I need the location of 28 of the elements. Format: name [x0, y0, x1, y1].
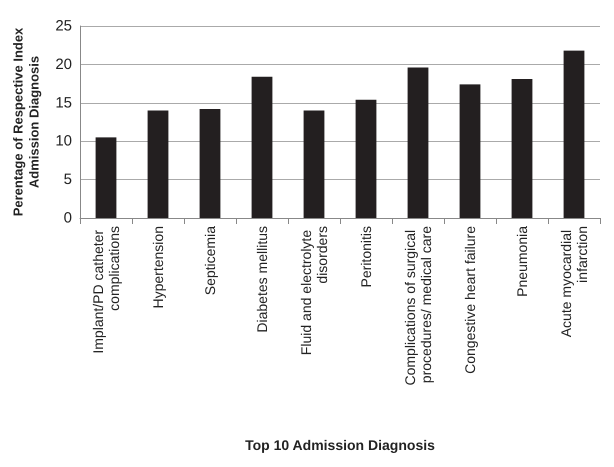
y-tick-label: 25: [55, 18, 72, 34]
x-tick-label: Implant/PD catheter complications: [90, 226, 122, 354]
y-tick-label: 10: [55, 132, 72, 150]
x-tick-label: Pneumonia: [514, 226, 530, 297]
x-axis-title: Top 10 Admission Diagnosis: [245, 437, 436, 453]
bar: [96, 137, 116, 218]
bar: [512, 78, 532, 218]
y-tick-label: 20: [55, 56, 72, 73]
x-tick-label: Peritonitis: [358, 226, 374, 288]
x-tick-label: Congestive heart failure: [462, 226, 478, 374]
y-tick-label: 15: [55, 94, 72, 112]
y-tick-label: 5: [64, 171, 72, 188]
bar: [356, 100, 376, 218]
x-tick-label: Complications of surgical procedures/ medical care: [402, 226, 434, 386]
y-tick-label: 0: [64, 210, 72, 226]
x-tick-label: Septicemia: [202, 226, 218, 296]
bar: [408, 67, 428, 218]
bar: [148, 110, 168, 218]
x-tick-label: Fluid and electrolyte disorders: [298, 226, 330, 356]
bar: [200, 108, 220, 218]
x-tick-label: Acute myocardial infarction: [558, 226, 590, 338]
x-tick-label: Diabetes mellitus: [254, 226, 270, 333]
bar: [252, 76, 272, 218]
bar: [564, 50, 584, 218]
bar: [460, 84, 480, 218]
x-tick-label: Hypertension: [150, 226, 166, 308]
y-axis-title: Perentage of Respective Index Admission Diagnosis: [10, 26, 42, 216]
bar: [304, 110, 324, 218]
